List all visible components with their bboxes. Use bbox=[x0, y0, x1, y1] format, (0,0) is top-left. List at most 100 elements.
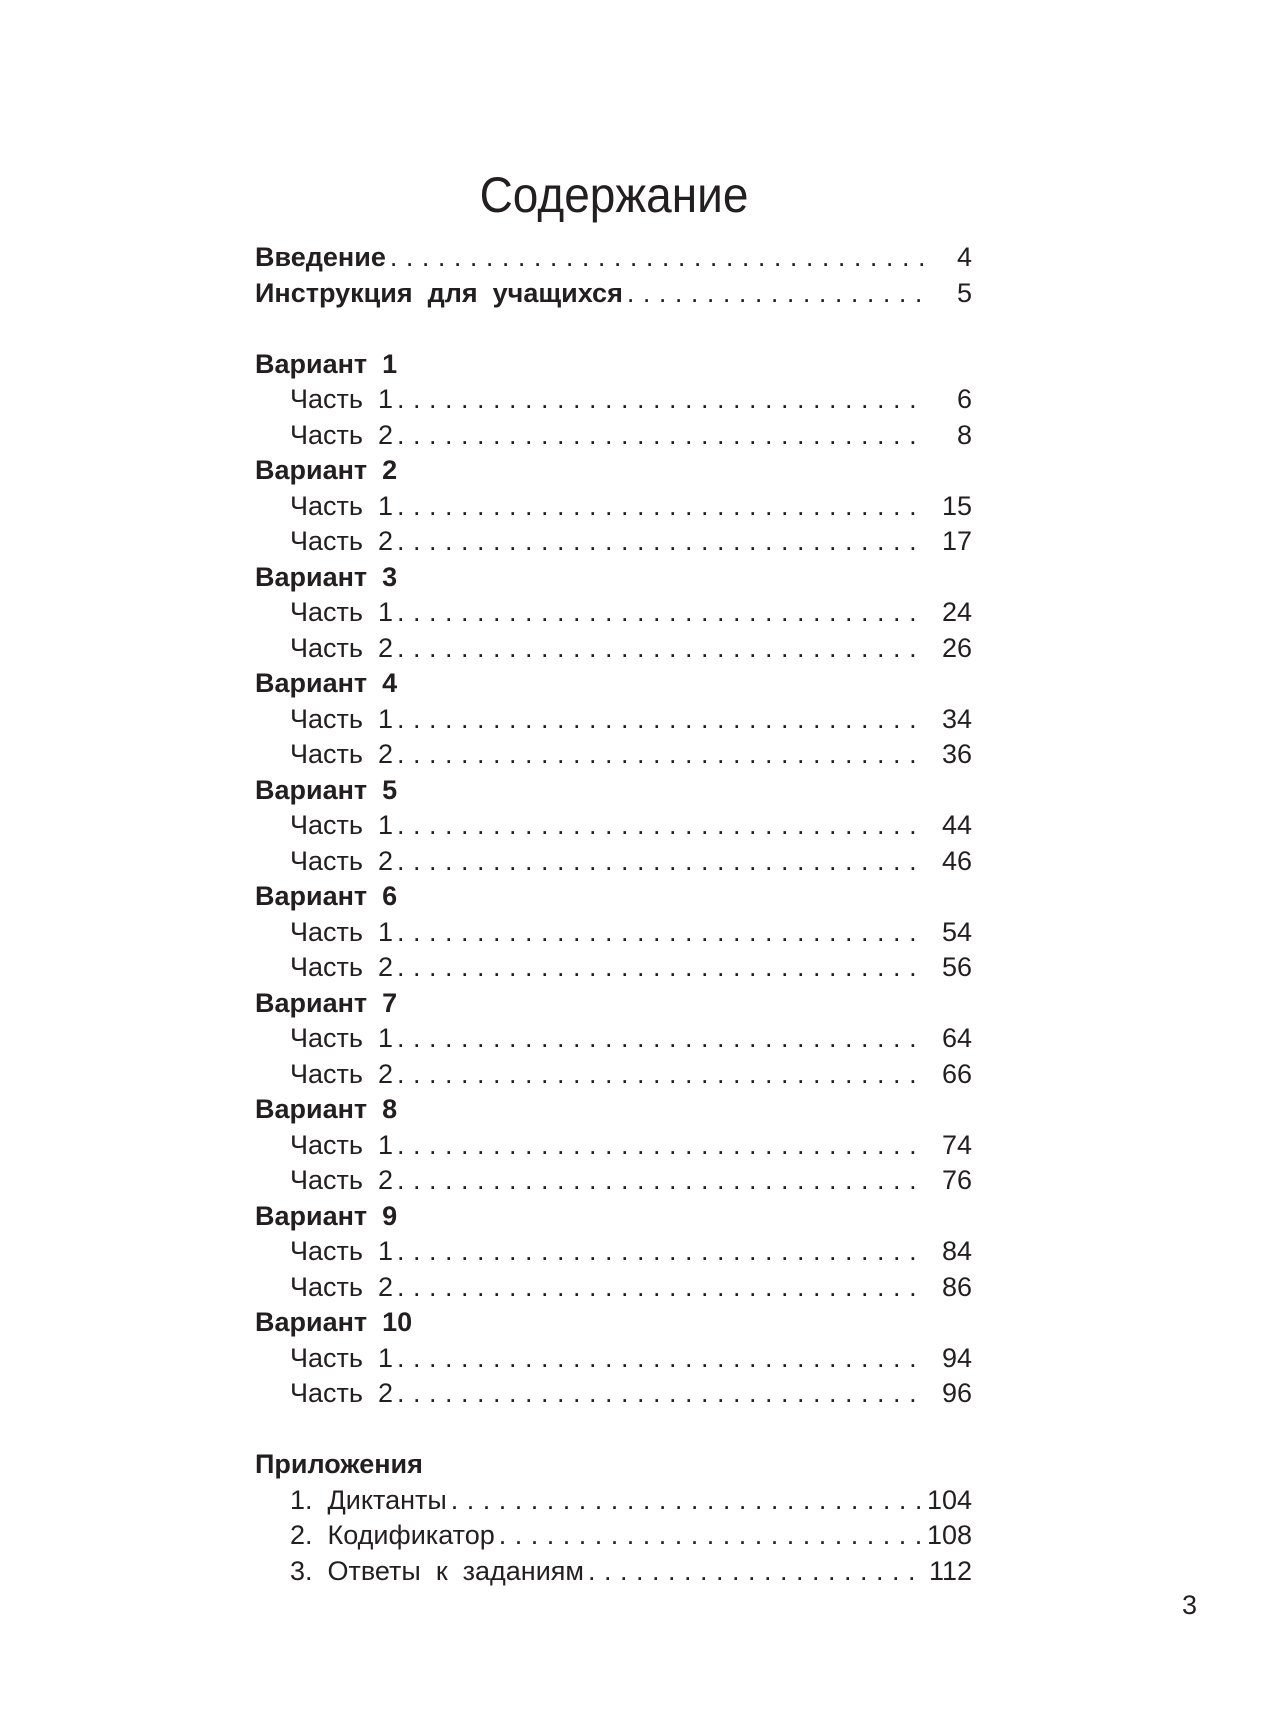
entry-label: Часть 1 bbox=[290, 1236, 393, 1266]
dot-leader bbox=[393, 737, 924, 773]
entry-label: Часть 2 bbox=[290, 845, 393, 876]
entry-label: Часть 2 bbox=[290, 739, 393, 769]
entry-page-number: 4 bbox=[956, 242, 972, 272]
entry-label: Вариант 5 bbox=[255, 774, 398, 805]
entry-page-number: 76 bbox=[941, 1165, 972, 1195]
dot-leader bbox=[393, 1128, 924, 1164]
entry-label: Вариант 4 bbox=[255, 668, 398, 698]
entry-label: Часть 1 bbox=[290, 1342, 393, 1373]
toc-entry[interactable]: Часть 2 86 bbox=[255, 1270, 972, 1306]
entry-label: Часть 2 bbox=[290, 1165, 393, 1195]
entry-page-number: 104 bbox=[926, 1484, 972, 1515]
variant-heading[interactable]: Вариант 8 bbox=[255, 1092, 972, 1128]
dot-leader bbox=[393, 1057, 924, 1093]
entry-label: Часть 1 bbox=[290, 1023, 393, 1053]
entry-label: Введение bbox=[255, 242, 386, 272]
toc-entry[interactable]: Часть 2 76 bbox=[255, 1163, 972, 1199]
spacer bbox=[255, 311, 972, 347]
entry-page-number: 74 bbox=[941, 1129, 972, 1160]
entry-label: Часть 2 bbox=[290, 1271, 393, 1302]
dot-leader bbox=[393, 1021, 924, 1057]
appendix-heading[interactable]: Приложения bbox=[255, 1447, 972, 1483]
entry-label: Вариант 9 bbox=[255, 1200, 398, 1231]
dot-leader bbox=[386, 240, 924, 276]
toc-entry[interactable]: Часть 2 56 bbox=[255, 950, 972, 986]
toc-entry[interactable]: Часть 1 44 bbox=[255, 808, 972, 844]
entry-label: Часть 2 bbox=[290, 1058, 393, 1089]
entry-label: 2. Кодификатор bbox=[290, 1520, 495, 1550]
page-title: Содержание bbox=[479, 167, 749, 223]
entry-page-number: 17 bbox=[941, 526, 972, 556]
toc-entry[interactable]: 3. Ответы к заданиям 112 bbox=[255, 1554, 972, 1590]
toc-entry[interactable]: Часть 1 64 bbox=[255, 1021, 972, 1057]
entry-page-number: 44 bbox=[941, 810, 972, 840]
entry-label: Часть 1 bbox=[290, 703, 393, 734]
variant-heading[interactable]: Вариант 3 bbox=[255, 560, 972, 596]
variant-heading[interactable]: Вариант 9 bbox=[255, 1199, 972, 1235]
variant-heading[interactable]: Вариант 4 bbox=[255, 666, 972, 702]
entry-page-number: 112 bbox=[928, 1555, 972, 1586]
entry-label: Часть 1 bbox=[290, 597, 393, 627]
entry-page-number: 56 bbox=[941, 952, 972, 982]
entry-page-number: 34 bbox=[941, 703, 972, 734]
toc-entry[interactable]: 2. Кодификатор 108 bbox=[255, 1518, 972, 1554]
entry-label: Часть 2 bbox=[290, 419, 393, 450]
toc-entry[interactable]: Часть 2 36 bbox=[255, 737, 972, 773]
entry-label: Часть 1 bbox=[290, 916, 393, 947]
entry-label: Вариант 6 bbox=[255, 881, 398, 911]
entry-page-number: 54 bbox=[941, 916, 972, 947]
entry-page-number: 96 bbox=[941, 1378, 972, 1408]
variant-heading[interactable]: Вариант 10 bbox=[255, 1305, 972, 1341]
variant-heading[interactable]: Вариант 5 bbox=[255, 773, 972, 809]
toc-entry[interactable]: Введение 4 bbox=[255, 240, 972, 276]
toc-entry[interactable]: 1. Диктанты 104 bbox=[255, 1483, 972, 1519]
toc-entry[interactable]: Часть 1 34 bbox=[255, 702, 972, 738]
dot-leader bbox=[393, 1341, 924, 1377]
toc-entry[interactable]: Часть 1 24 bbox=[255, 595, 972, 631]
toc-entry[interactable]: Часть 1 74 bbox=[255, 1128, 972, 1164]
entry-label: Часть 2 bbox=[290, 952, 393, 982]
dot-leader bbox=[447, 1483, 924, 1519]
toc-entry[interactable]: Часть 2 96 bbox=[255, 1376, 972, 1412]
dot-leader bbox=[393, 489, 924, 525]
toc-entry[interactable]: Инструкция для учащихся 5 bbox=[255, 276, 972, 312]
dot-leader bbox=[393, 808, 924, 844]
toc-entry[interactable]: Часть 2 66 bbox=[255, 1057, 972, 1093]
entry-label: 1. Диктанты bbox=[290, 1484, 447, 1515]
dot-leader bbox=[393, 1234, 924, 1270]
variant-heading[interactable]: Вариант 2 bbox=[255, 453, 972, 489]
toc-entry[interactable]: Часть 2 26 bbox=[255, 631, 972, 667]
spacer bbox=[255, 1412, 972, 1448]
variant-heading[interactable]: Вариант 1 bbox=[255, 347, 972, 383]
entry-label: Вариант 10 bbox=[255, 1307, 413, 1337]
toc-entry[interactable]: Часть 2 8 bbox=[255, 418, 972, 454]
toc-entry[interactable]: Часть 1 15 bbox=[255, 489, 972, 525]
entry-page-number: 66 bbox=[941, 1058, 972, 1089]
entry-page-number: 36 bbox=[941, 739, 972, 769]
entry-page-number: 64 bbox=[941, 1023, 972, 1053]
dot-leader bbox=[393, 1163, 924, 1199]
entry-page-number: 24 bbox=[941, 597, 972, 627]
entry-page-number: 6 bbox=[956, 384, 972, 414]
toc-entry[interactable]: Часть 2 17 bbox=[255, 524, 972, 560]
dot-leader bbox=[393, 1270, 924, 1306]
entry-label: Часть 2 bbox=[290, 526, 393, 556]
entry-page-number: 26 bbox=[941, 632, 972, 663]
dot-leader bbox=[393, 382, 924, 418]
variant-heading[interactable]: Вариант 7 bbox=[255, 986, 972, 1022]
dot-leader bbox=[393, 915, 924, 951]
entry-page-number: 84 bbox=[941, 1236, 972, 1266]
toc-entry[interactable]: Часть 1 94 bbox=[255, 1341, 972, 1377]
toc-entry[interactable]: Часть 1 54 bbox=[255, 915, 972, 951]
dot-leader bbox=[584, 1554, 924, 1590]
entry-label: Инструкция для учащихся bbox=[255, 277, 623, 308]
dot-leader bbox=[393, 844, 924, 880]
dot-leader bbox=[495, 1518, 924, 1554]
entry-label: Часть 1 bbox=[290, 810, 393, 840]
toc-entry[interactable]: Часть 2 46 bbox=[255, 844, 972, 880]
toc-entry[interactable]: Часть 1 84 bbox=[255, 1234, 972, 1270]
page-number: 3 bbox=[1182, 1590, 1198, 1620]
toc-entry[interactable]: Часть 1 6 bbox=[255, 382, 972, 418]
variant-heading[interactable]: Вариант 6 bbox=[255, 879, 972, 915]
entry-label: Вариант 3 bbox=[255, 561, 398, 592]
